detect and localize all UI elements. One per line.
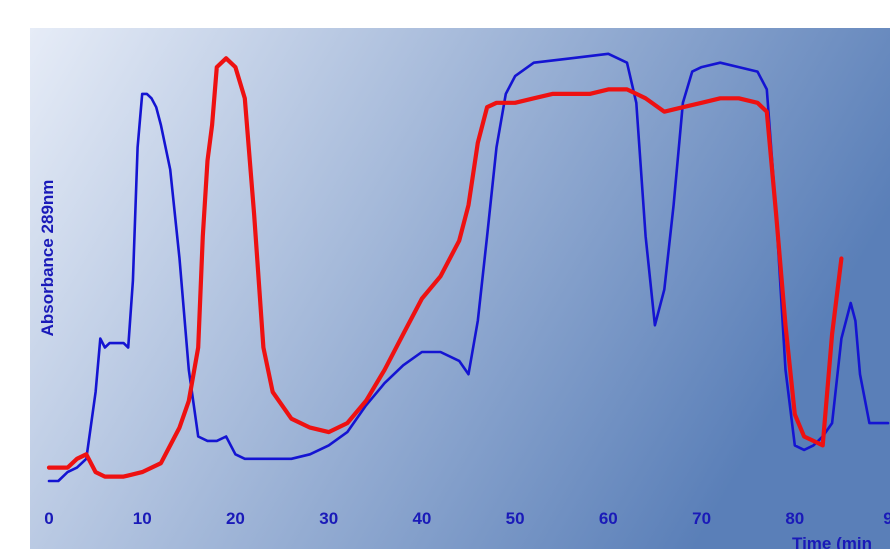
series-line-2 xyxy=(46,56,844,479)
series-layer xyxy=(46,52,890,483)
x-tick-label: 80 xyxy=(785,509,804,528)
x-tick-label: 10 xyxy=(133,509,152,528)
x-tick-label: 70 xyxy=(692,509,711,528)
x-tick-label: 0 xyxy=(44,509,53,528)
x-tick-label: 9 xyxy=(883,509,890,528)
x-axis-title: Time (min xyxy=(792,534,872,549)
x-tick-label: 30 xyxy=(319,509,338,528)
y-axis-title: Absorbance 289nm xyxy=(38,180,57,337)
x-tick-label: 50 xyxy=(506,509,525,528)
x-tick-labels: 0 10 20 30 40 50 60 70 80 9 xyxy=(44,509,890,528)
x-tick-label: 40 xyxy=(412,509,431,528)
plot-background xyxy=(30,28,890,549)
x-tick-label: 20 xyxy=(226,509,245,528)
x-tick-label: 60 xyxy=(599,509,618,528)
